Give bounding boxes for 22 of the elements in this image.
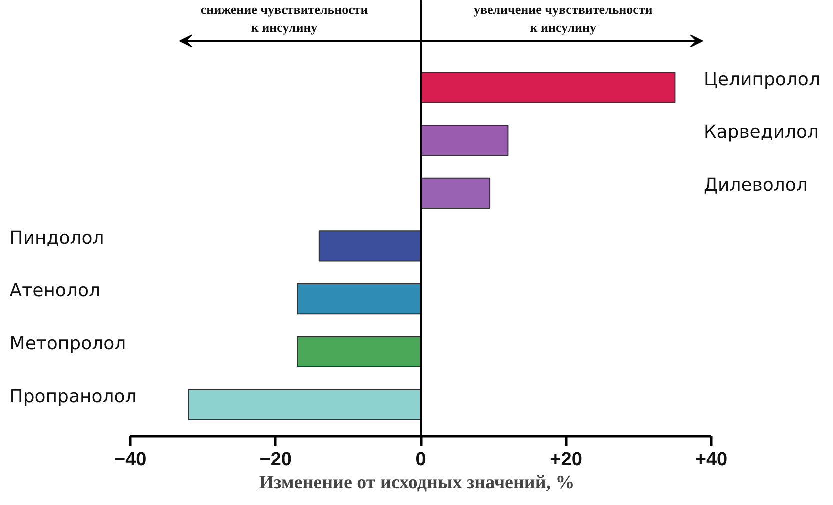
- bar: [420, 178, 491, 209]
- y-tick-label: Дилеволол: [704, 174, 808, 196]
- bar: [318, 230, 422, 262]
- y-tick-label: Карведилол: [704, 122, 820, 144]
- x-tick-label: −40: [114, 450, 147, 470]
- bar: [188, 389, 422, 420]
- x-tick-label: +40: [695, 450, 728, 470]
- bar: [297, 284, 422, 315]
- text: снижение чувствительности к инсулину: [200, 2, 369, 36]
- y-tick-label: Метопролол: [10, 334, 126, 355]
- bar: [420, 72, 676, 104]
- y-tick-label: Пропранолол: [10, 386, 137, 408]
- text: увеличение чувствительности к инсулину: [474, 2, 654, 36]
- x-tick-label: 0: [416, 450, 426, 470]
- x-tick-label: −20: [260, 450, 292, 470]
- x-tick-label: +20: [550, 450, 582, 470]
- y-tick-label: Атенолол: [10, 280, 100, 302]
- x-axis-title: Изменение от исходных значений, %: [259, 472, 575, 494]
- bar: [297, 336, 422, 368]
- bar: [420, 124, 509, 156]
- y-tick-label: Пиндолол: [10, 228, 104, 249]
- y-tick-label: Целипролол: [704, 69, 820, 90]
